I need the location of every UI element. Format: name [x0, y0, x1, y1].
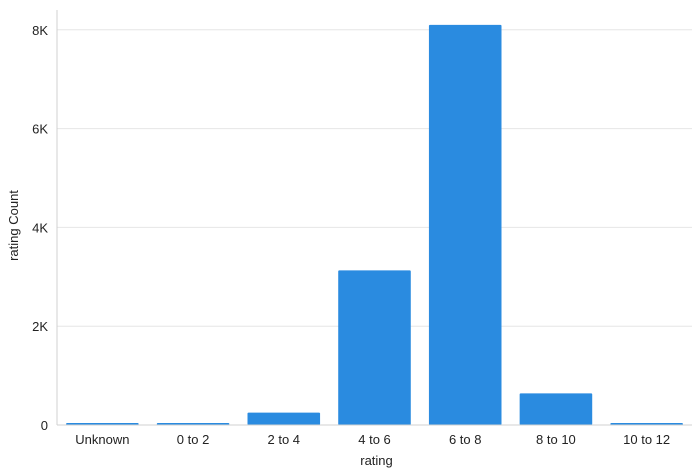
y-tick-label: 4K [32, 220, 48, 235]
x-axis-title: rating [360, 453, 393, 468]
x-tick-label: 6 to 8 [449, 432, 482, 447]
bars [66, 24, 683, 425]
x-tick-label: 8 to 10 [536, 432, 576, 447]
x-tick-label: 4 to 6 [358, 432, 391, 447]
bar-6-to-8[interactable] [428, 24, 502, 425]
y-axis-title: rating Count [6, 190, 21, 261]
bar-4-to-6[interactable] [338, 270, 411, 425]
x-tick-label: 10 to 12 [623, 432, 670, 447]
y-tick-label: 8K [32, 23, 48, 38]
x-tick-labels: Unknown 0 to 2 2 to 4 4 to 6 6 to 8 8 to 10 10… [75, 432, 670, 447]
x-tick-label: 0 to 2 [177, 432, 210, 447]
y-tick-label: 0 [41, 418, 48, 433]
y-tick-label: 2K [32, 319, 48, 334]
x-tick-label: Unknown [75, 432, 129, 447]
y-tick-label: 6K [32, 122, 48, 137]
bar-2-to-4[interactable] [247, 412, 321, 425]
y-tick-labels: 0 2K 4K 6K 8K [32, 23, 48, 433]
x-tick-label: 2 to 4 [268, 432, 301, 447]
bar-8-to-10[interactable] [519, 393, 593, 425]
